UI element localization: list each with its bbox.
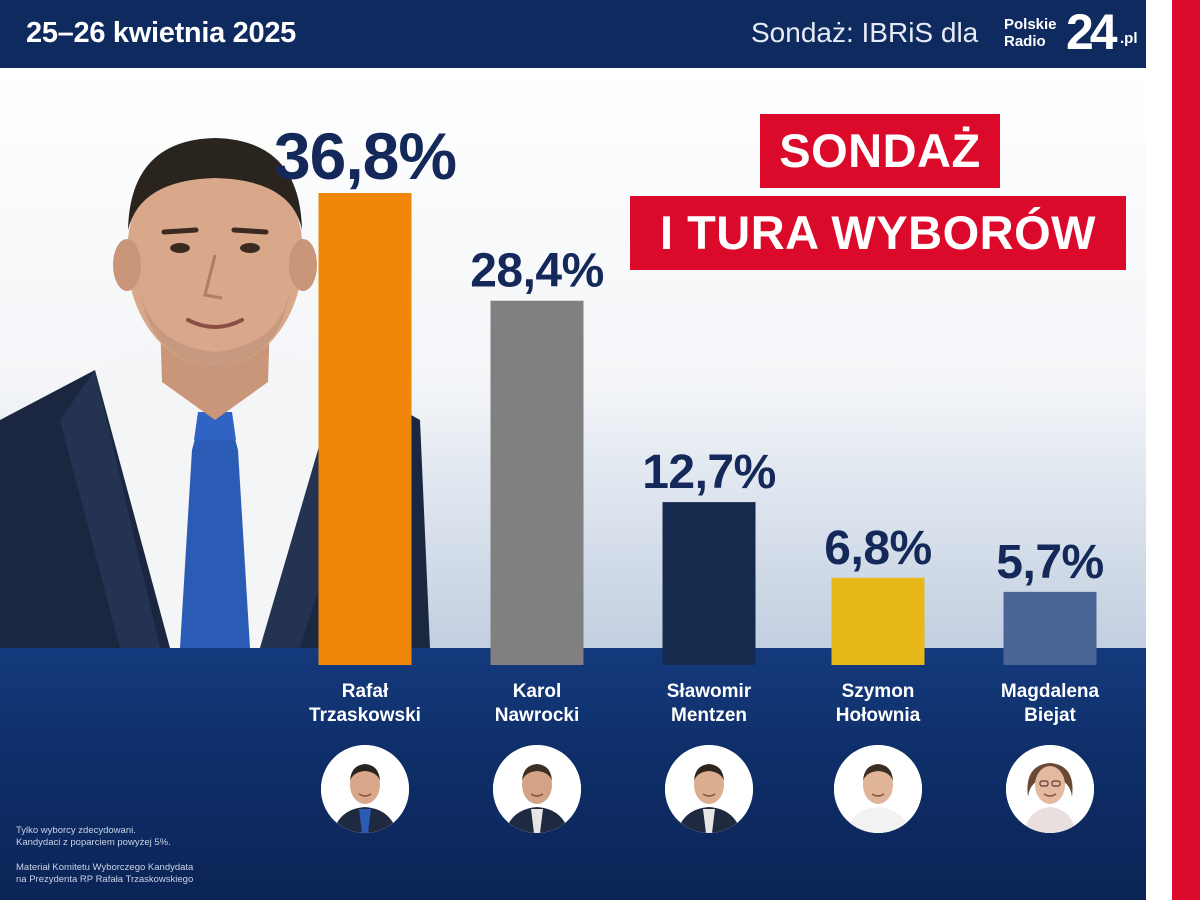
candidate-name-3: Mentzen xyxy=(671,705,747,726)
bar-5 xyxy=(1003,591,1097,665)
candidate-name-4: Szymon xyxy=(842,681,915,702)
bar-1 xyxy=(318,193,412,665)
avatar-5 xyxy=(1006,745,1094,833)
logo-words: Polskie Radio xyxy=(1004,16,1057,50)
logo-suffix: .pl xyxy=(1120,30,1138,47)
candidate-names-layer: Rafał Trzaskowski Karol Nawrocki Sławomir Men… xyxy=(309,681,1099,726)
candidate-name-5: Magdalena xyxy=(1001,681,1100,702)
candidate-name-2: Karol xyxy=(513,681,562,702)
bar-3 xyxy=(662,502,756,665)
avatar-1 xyxy=(321,745,409,833)
avatar-3 xyxy=(665,745,753,833)
footnote-line: Kandydaci z poparciem powyżej 5%. xyxy=(16,837,171,848)
value-label-5: 5,7% xyxy=(996,536,1103,589)
value-label-1: 36,8% xyxy=(274,119,456,193)
footnote-line: na Prezydenta RP Rafała Trzaskowskiego xyxy=(16,874,194,885)
candidate-name-1: Rafał xyxy=(342,681,389,702)
logo-word-2: Radio xyxy=(1004,33,1046,50)
side-stripe-white xyxy=(1146,0,1172,900)
candidate-name-3: Sławomir xyxy=(667,681,752,702)
logo-number: 24 xyxy=(1066,4,1118,60)
candidate-name-4: Hołownia xyxy=(836,705,921,726)
value-label-4: 6,8% xyxy=(824,522,931,575)
footnote-line: Materiał Komitetu Wyborczego Kandydata xyxy=(16,862,194,873)
value-label-2: 28,4% xyxy=(470,245,604,298)
candidate-name-1: Trzaskowski xyxy=(309,705,421,726)
value-label-3: 12,7% xyxy=(642,446,776,499)
value-labels-layer: 36,8% 28,4% 12,7% 6,8% 5,7% xyxy=(274,119,1104,589)
title-line-1: SONDAŻ xyxy=(760,114,1000,188)
side-stripe-red xyxy=(1172,0,1200,900)
candidate-name-5: Biejat xyxy=(1024,705,1076,726)
bar-4 xyxy=(831,577,925,665)
bars-layer xyxy=(318,193,1097,665)
header-bar: 25–26 kwietnia 2025 Sondaż: IBRiS dla Po… xyxy=(0,0,1146,68)
footnote-criteria: Tylko wyborcy zdecydowani. Kandydaci z p… xyxy=(16,825,171,849)
avatar-2 xyxy=(493,745,581,833)
avatar-4 xyxy=(834,745,922,833)
candidate-name-2: Nawrocki xyxy=(495,705,579,726)
footnote-committee: Materiał Komitetu Wyborczego Kandydata n… xyxy=(16,862,193,886)
poll-source: Sondaż: IBRiS dla xyxy=(751,17,979,48)
poll-bar-chart: 36,8% 28,4% 12,7% 6,8% 5,7% Rafał Trzaskowski… xyxy=(273,119,1105,726)
bar-2 xyxy=(490,300,584,665)
footnote-line: Tylko wyborcy zdecydowani. xyxy=(16,825,136,836)
title-line-2: I TURA WYBORÓW xyxy=(630,196,1126,270)
poll-date: 25–26 kwietnia 2025 xyxy=(26,17,296,49)
logo-word-1: Polskie xyxy=(1004,16,1057,33)
